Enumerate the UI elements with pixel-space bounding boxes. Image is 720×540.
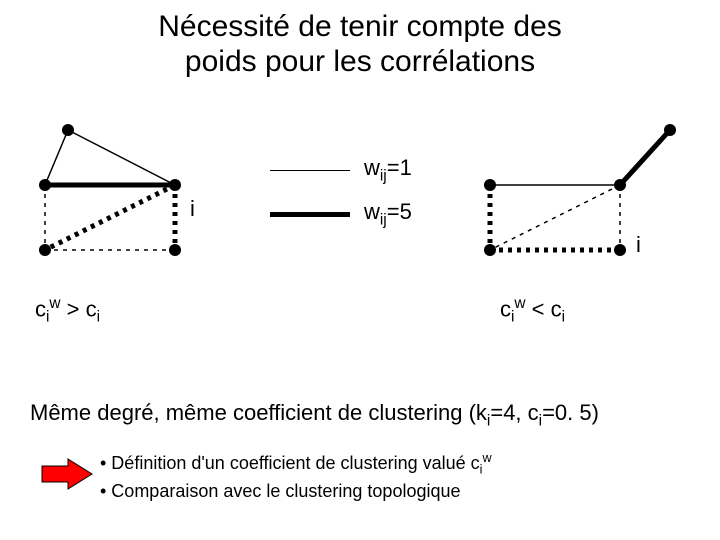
graph-edge [45, 130, 68, 185]
title-line2: poids pour les corrélations [185, 45, 535, 78]
footer-text: Même degré, même coefficient de clusteri… [30, 400, 599, 430]
legend-line-thick [270, 212, 350, 217]
bullet-2: • Comparaison avec le clustering topolog… [100, 479, 492, 503]
bullet-list: • Définition d'un coefficient de cluster… [100, 450, 492, 503]
graph-left [20, 110, 250, 290]
graph-edge [45, 185, 175, 250]
graph-node [614, 179, 626, 191]
graph-node [169, 244, 181, 256]
graph-edge [620, 130, 670, 185]
title-line1: Nécessité de tenir compte des [158, 10, 562, 43]
graph-edge [68, 130, 175, 185]
legend-label-thick: wij=5 [364, 199, 412, 229]
graph-node [484, 244, 496, 256]
bullet-1: • Définition d'un coefficient de cluster… [100, 450, 492, 479]
graph-node [39, 179, 51, 191]
slide-title: Nécessité de tenir compte des poids pour… [0, 0, 720, 79]
legend-row-thick: wij=5 [270, 199, 412, 229]
graph-node [62, 124, 74, 136]
caption-left: ciw > ci [35, 295, 100, 327]
arrow-icon [40, 456, 95, 492]
node-label-i-left: i [190, 196, 195, 222]
legend-label-thin: wij=1 [364, 155, 412, 185]
legend-line-thin [270, 170, 350, 171]
graph-right [460, 110, 690, 290]
graph-node [169, 179, 181, 191]
graph-node [484, 179, 496, 191]
graph-node [664, 124, 676, 136]
caption-right: ciw < ci [500, 295, 565, 327]
graph-node [39, 244, 51, 256]
legend-row-thin: wij=1 [270, 155, 412, 185]
graph-edge [490, 185, 620, 250]
graph-node [614, 244, 626, 256]
diagram-area: i wij=1 wij=5 i ciw > ci ciw < ci [0, 100, 720, 330]
node-label-i-right: i [636, 232, 641, 258]
legend: wij=1 wij=5 [270, 155, 412, 244]
